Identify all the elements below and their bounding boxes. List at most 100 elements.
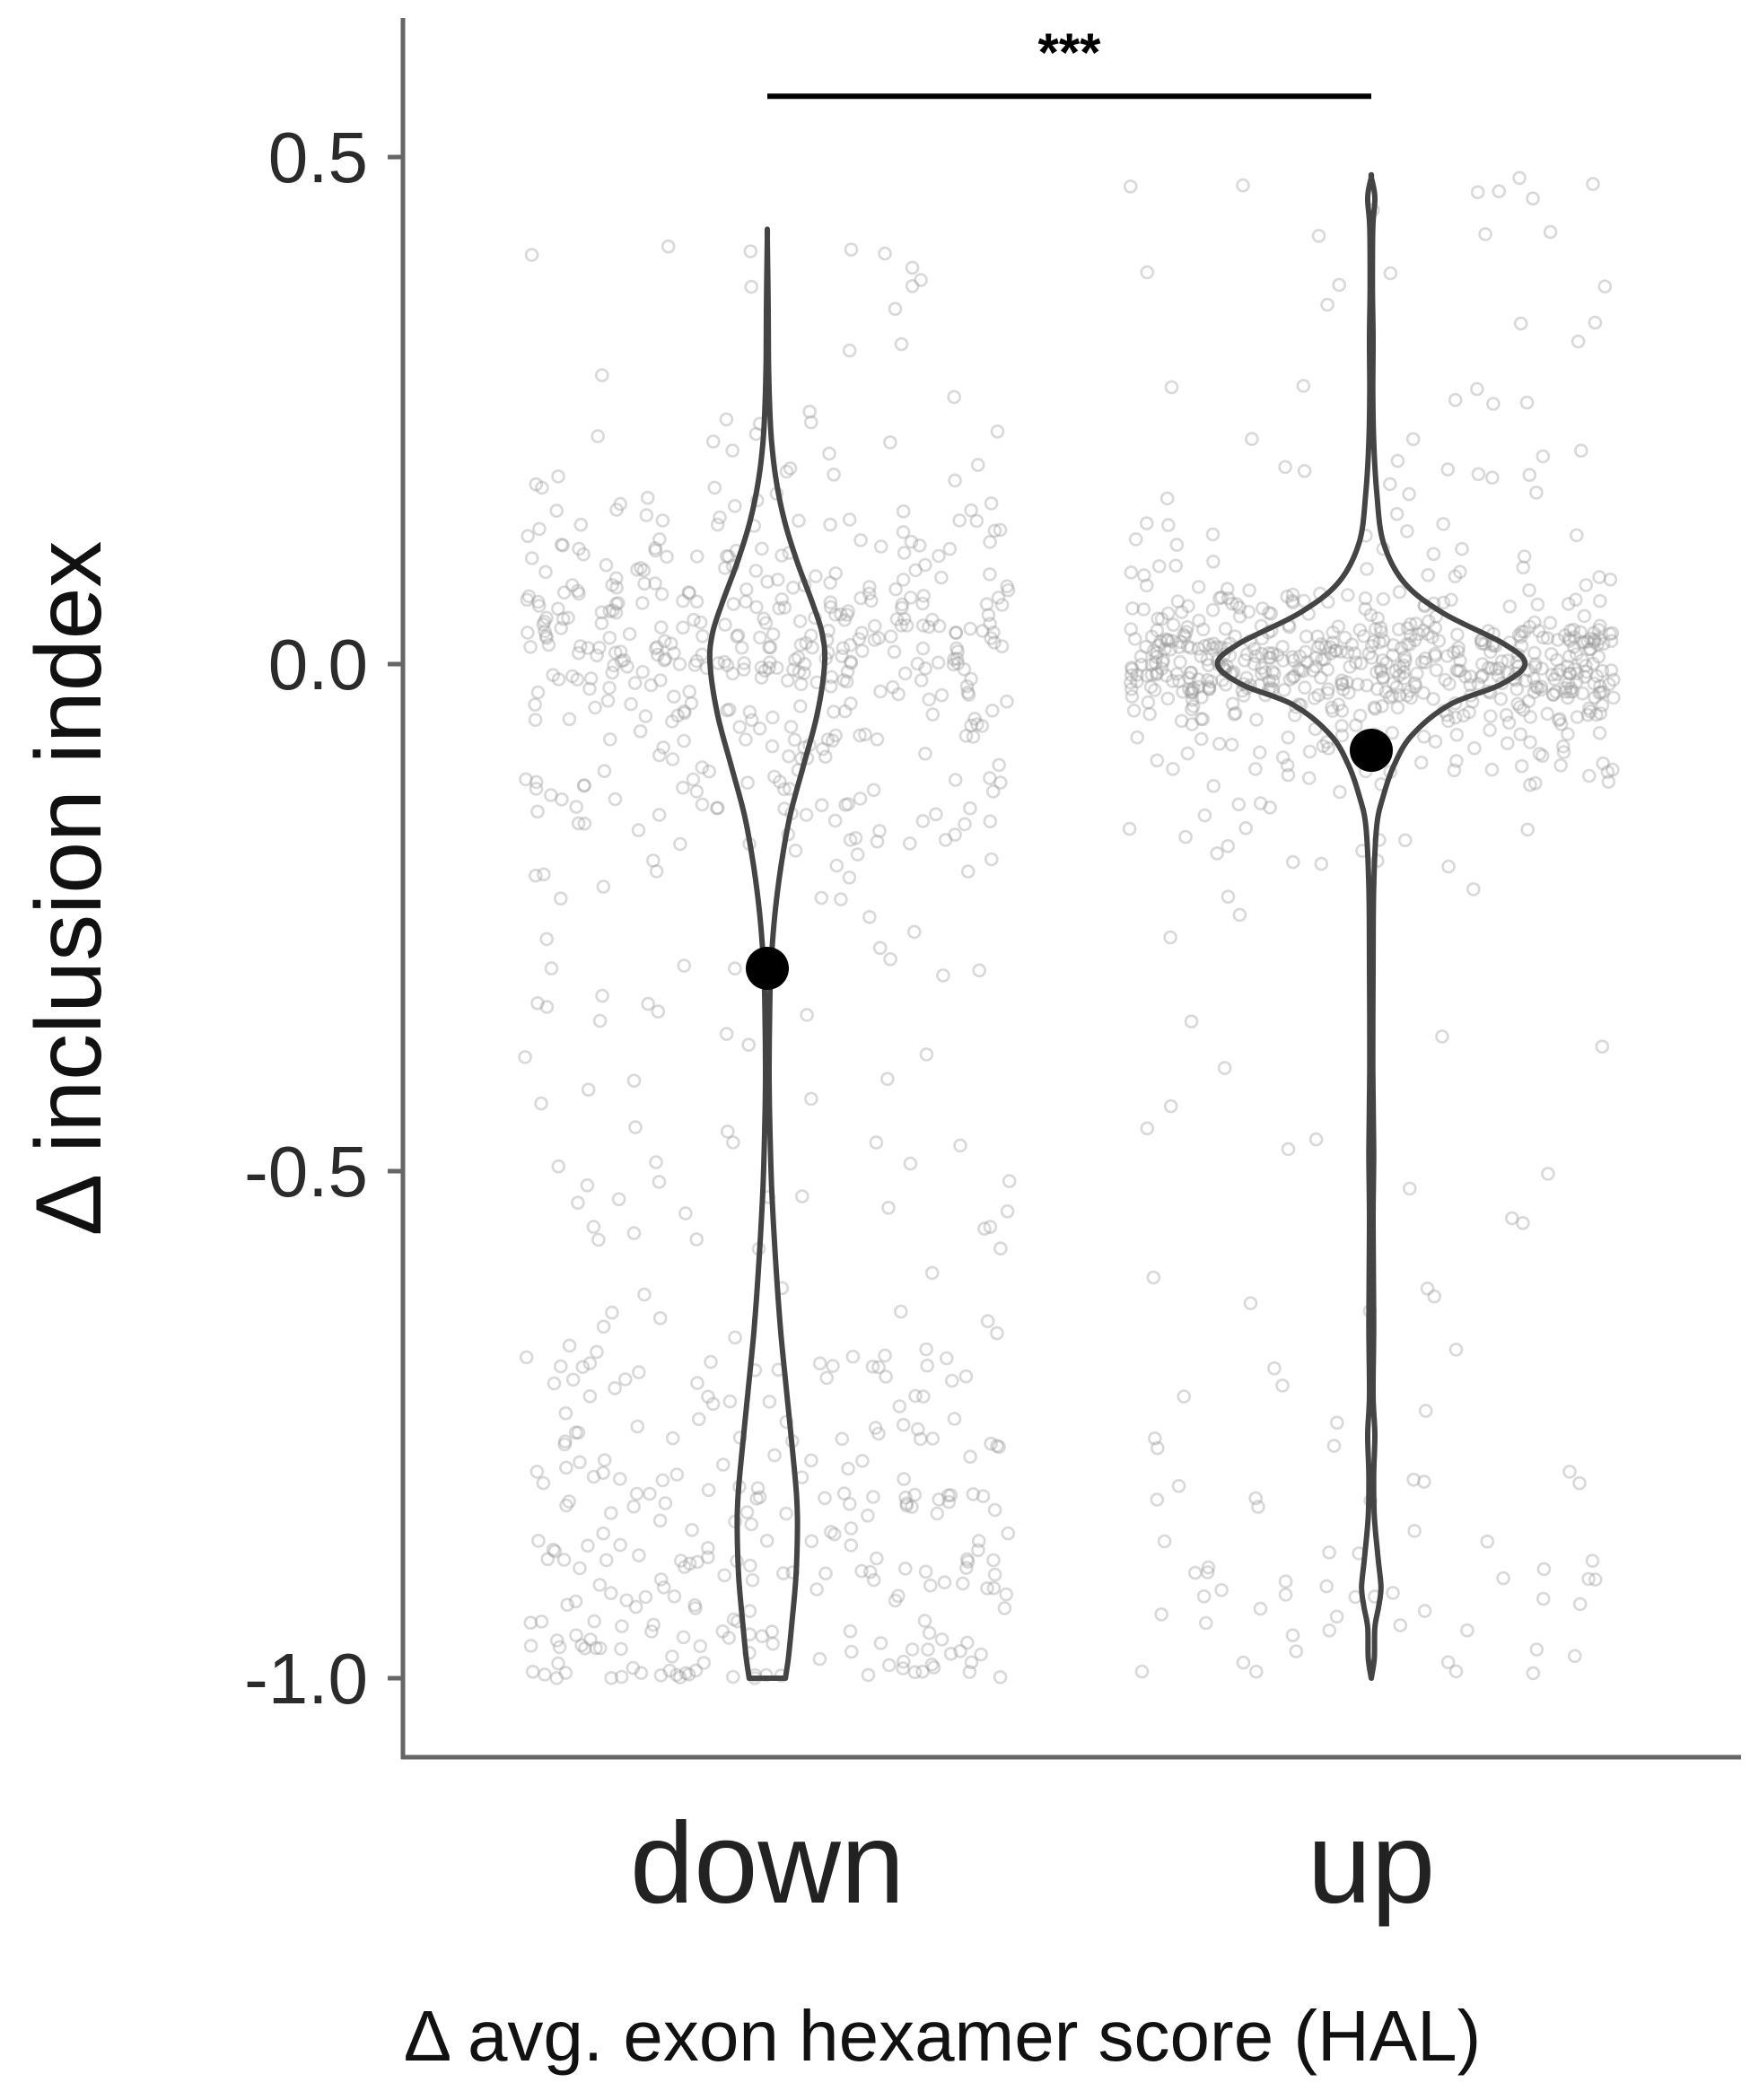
data-point-down <box>538 1667 552 1682</box>
data-point-up <box>1417 1604 1432 1618</box>
data-point-up <box>1400 524 1414 538</box>
data-point-down <box>1001 582 1016 598</box>
data-point-up <box>1575 686 1590 701</box>
data-point-up <box>1527 660 1543 674</box>
data-point-up <box>1602 677 1616 692</box>
data-point-up <box>1154 661 1169 676</box>
data-point-down <box>535 480 549 495</box>
data-point-down <box>921 1642 935 1657</box>
data-point-down <box>734 640 749 655</box>
data-point-down <box>766 1636 781 1651</box>
data-point-down <box>888 582 903 597</box>
data-point-down <box>883 952 897 967</box>
data-point-up <box>1256 601 1270 616</box>
data-point-down <box>608 645 623 661</box>
data-point-down <box>583 671 599 686</box>
data-point-up <box>1124 689 1140 704</box>
data-point-down <box>912 538 927 553</box>
data-point-up <box>1403 617 1418 632</box>
data-point-up <box>1281 1142 1296 1157</box>
data-point-up <box>1307 691 1322 705</box>
data-point-down <box>649 1155 663 1169</box>
data-point-down <box>582 1356 598 1370</box>
data-point-up <box>1540 706 1554 722</box>
data-point-down <box>580 1178 595 1193</box>
data-point-down <box>916 1389 931 1404</box>
data-point-up <box>1124 661 1139 675</box>
data-point-down <box>898 1490 913 1505</box>
data-point-down <box>755 1629 770 1643</box>
data-point-down <box>538 628 554 643</box>
data-point-down <box>634 596 650 610</box>
data-point-up <box>1392 660 1407 674</box>
data-point-up <box>1422 614 1436 629</box>
data-point-up <box>1341 588 1355 602</box>
data-point-down <box>803 628 818 643</box>
data-point-up <box>1164 380 1179 395</box>
data-point-up <box>1514 638 1529 653</box>
data-point-down <box>602 604 617 618</box>
data-point-up <box>1575 652 1589 668</box>
data-point-up <box>1409 617 1423 631</box>
data-point-down <box>899 1496 914 1511</box>
data-point-up <box>1558 681 1572 696</box>
data-point-down <box>855 1454 870 1468</box>
data-point-up <box>1191 679 1206 695</box>
data-point-up <box>1485 470 1500 486</box>
data-point-down <box>658 1496 673 1510</box>
data-point-down <box>565 1372 581 1387</box>
data-point-up <box>1124 661 1140 677</box>
data-point-down <box>677 733 691 748</box>
data-point-up <box>1286 854 1300 870</box>
data-point-up <box>1535 748 1550 764</box>
data-point-down <box>669 1467 685 1482</box>
data-point-down <box>673 836 687 852</box>
data-point-down <box>924 1265 940 1281</box>
data-point-down <box>993 1241 1008 1256</box>
data-point-down <box>629 1486 644 1501</box>
data-point-down <box>842 343 857 358</box>
data-point-down <box>568 1594 583 1609</box>
data-point-up <box>1565 684 1580 699</box>
data-point-up <box>1369 622 1383 636</box>
data-point-down <box>648 576 662 591</box>
data-point-up <box>1527 685 1542 700</box>
data-point-up <box>1185 683 1199 698</box>
data-point-up <box>1287 669 1301 684</box>
data-point-down <box>715 1624 731 1639</box>
data-point-up <box>1572 1597 1588 1612</box>
data-point-up <box>1136 602 1151 617</box>
data-point-up <box>1364 638 1379 653</box>
data-point-down <box>665 714 679 729</box>
data-point-up <box>1536 630 1551 645</box>
data-point-up <box>1606 672 1621 687</box>
data-point-up <box>1151 638 1167 652</box>
data-point-up <box>1505 1211 1519 1226</box>
data-point-down <box>644 1624 659 1639</box>
data-point-up <box>1376 634 1391 648</box>
data-point-down <box>767 769 782 784</box>
data-point-down <box>570 672 585 687</box>
data-point-down <box>720 703 735 718</box>
data-point-up <box>1326 704 1340 718</box>
y-tick-label: 0.5 <box>268 118 368 197</box>
data-point-up <box>1217 1061 1232 1075</box>
data-point-up <box>1596 756 1610 771</box>
data-point-up <box>1553 717 1569 731</box>
data-point-down <box>917 1614 932 1628</box>
data-point-down <box>606 603 620 618</box>
data-point-up <box>1545 687 1561 702</box>
data-point-up <box>1544 646 1559 661</box>
data-point-up <box>1402 637 1417 652</box>
data-point-up <box>1440 1655 1456 1669</box>
data-point-down <box>687 658 703 672</box>
data-point-up <box>1566 622 1581 637</box>
data-point-down <box>986 1553 1001 1568</box>
data-point-up <box>1205 641 1220 655</box>
data-point-up <box>1334 677 1350 692</box>
data-point-down <box>538 564 553 580</box>
data-point-down <box>652 532 667 547</box>
data-point-up <box>1512 700 1527 714</box>
data-point-up <box>1318 640 1333 654</box>
data-point-down <box>897 1472 912 1486</box>
